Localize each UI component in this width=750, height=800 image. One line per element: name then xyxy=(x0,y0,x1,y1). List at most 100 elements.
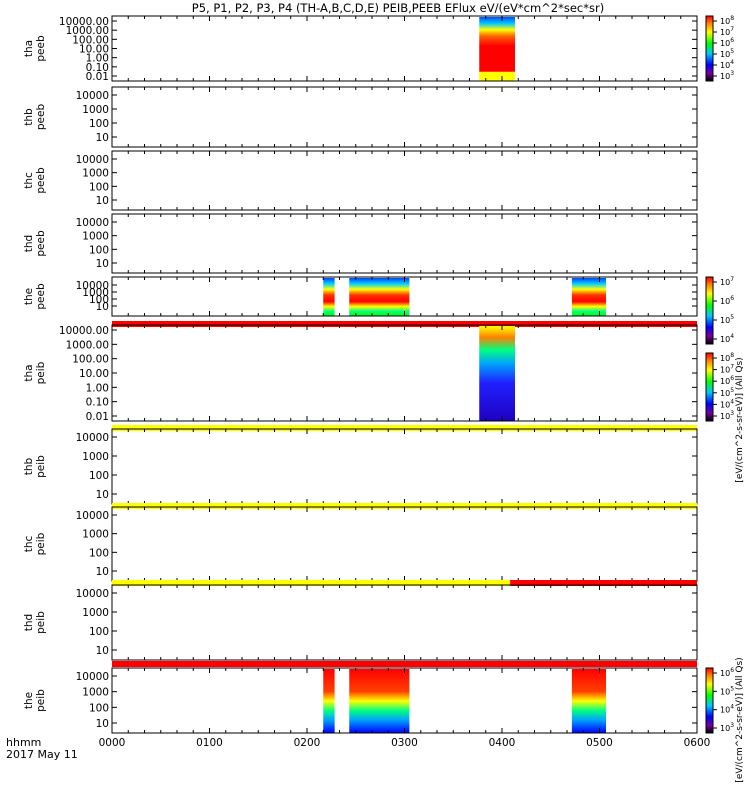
x-tick-label: 0500 xyxy=(586,737,613,749)
panel-label-probe: thc xyxy=(23,172,35,189)
panel-label-product: peeb xyxy=(35,167,47,194)
colorbar-gradient xyxy=(705,15,714,82)
panel-label-probe: thc xyxy=(23,536,35,553)
chart-title: P5, P1, P2, P3, P4 (TH-A,B,C,D,E) PEIB,P… xyxy=(192,1,604,15)
y-tick-label: 10000 xyxy=(76,154,109,166)
y-tick-label: 1.00 xyxy=(86,53,109,65)
x-tick-label: 0300 xyxy=(391,737,418,749)
panel-thb-peeb: 10000 1000 100 10 thb peeb xyxy=(23,86,698,148)
x-axis-label-hhmm: hhmm xyxy=(6,736,41,749)
spectrogram-block xyxy=(323,669,335,733)
panel-label-product: peeb xyxy=(35,104,47,131)
y-tick-label: 10 xyxy=(96,718,109,730)
y-tick-label: 10000 xyxy=(76,671,109,683)
panel-label-product: peib xyxy=(35,611,47,634)
y-tick-label: 1000 xyxy=(82,607,109,619)
y-tick-label: 10000 xyxy=(76,588,109,600)
y-tick-label: 10000 xyxy=(76,280,109,292)
quality-flag-bar xyxy=(112,580,511,586)
panel-thb-peib: 10000 1000 100 10 thb peib xyxy=(23,428,698,509)
y-tick-label: 1000 xyxy=(82,231,109,243)
spectrogram-block xyxy=(323,278,335,316)
colorbar-tick-label: 103 xyxy=(720,70,734,81)
y-tick-label: 0.01 xyxy=(86,71,109,83)
y-tick-label: 100 xyxy=(89,244,109,256)
y-tick-label: 10.00 xyxy=(79,368,109,380)
colorbar-tick-label: 105 xyxy=(720,387,734,398)
panel-label-product: peeb xyxy=(35,35,47,62)
y-tick-label: 1000 xyxy=(82,529,109,541)
y-tick-label: 1000 xyxy=(82,168,109,180)
x-tick-label: 0000 xyxy=(99,737,126,749)
colorbar-gradient xyxy=(705,667,714,734)
x-axis-label-date: 2017 May 11 xyxy=(6,748,78,761)
colorbar-tick-label: 108 xyxy=(720,352,734,363)
panel-label-product: peeb xyxy=(35,283,47,310)
spectrogram-block xyxy=(479,326,515,421)
y-tick-label: 1000 xyxy=(82,104,109,116)
x-tick-label: 0600 xyxy=(684,737,711,749)
quality-flag-bar xyxy=(112,425,697,431)
y-tick-label: 10 xyxy=(96,301,109,313)
y-tick-label: 0.10 xyxy=(86,397,109,409)
colorbar-tick-label: 106 xyxy=(720,667,734,678)
y-tick-label: 10 xyxy=(96,258,109,270)
y-tick-label: 100 xyxy=(89,626,109,638)
panel-label-probe: thb xyxy=(23,108,35,126)
panel-label-product: peib xyxy=(35,361,47,384)
y-tick-label: 10000.00 xyxy=(59,16,109,28)
y-tick-label: 100 xyxy=(89,118,109,130)
y-tick-label: 10000 xyxy=(76,217,109,229)
panel-frame xyxy=(111,506,698,582)
y-tick-label: 100 xyxy=(89,702,109,714)
y-tick-label: 10 xyxy=(96,489,109,501)
colorbar-gradient xyxy=(705,352,714,422)
y-tick-label: 1000.00 xyxy=(66,339,109,351)
panel-frame xyxy=(111,150,698,211)
colorbar-the-peib: 106 105 104 103 xyxy=(705,667,734,734)
colorbar-the-peeb: 107 106 105 104 xyxy=(705,276,734,345)
x-tick-label: 0100 xyxy=(196,737,223,749)
panel-label-probe: thd xyxy=(23,614,35,631)
colorbar-tick-label: 103 xyxy=(720,722,734,733)
y-tick-label: 10 xyxy=(96,566,109,578)
colorbar-tick-label: 105 xyxy=(720,314,734,325)
colorbar-tick-label: 104 xyxy=(720,704,734,715)
y-tick-label: 1000 xyxy=(82,451,109,463)
y-tick-label: 10000 xyxy=(76,510,109,522)
x-tick-label: 0200 xyxy=(294,737,321,749)
y-tick-label: 10000.00 xyxy=(59,325,109,337)
panel-label-product: peib xyxy=(35,689,47,712)
colorbar-tick-label: 108 xyxy=(720,15,734,26)
y-tick-label: 100.00 xyxy=(72,34,109,46)
colorbar-tick-label: 105 xyxy=(720,48,734,59)
y-tick-label: 1000.00 xyxy=(66,25,109,37)
colorbar-tick-label: 107 xyxy=(720,26,734,37)
panel-label-product: peib xyxy=(35,455,47,478)
y-tick-label: 100 xyxy=(89,181,109,193)
colorbar-tick-label: 107 xyxy=(720,364,734,375)
spectrogram-block xyxy=(349,278,410,316)
panel-label-probe: tha xyxy=(23,364,35,381)
spectrogram-block xyxy=(349,669,410,733)
y-tick-label: 100 xyxy=(89,470,109,482)
panel-frame xyxy=(111,86,698,148)
panel-tha-peib: 10000.00 1000.00 100.00 10.00 1.00 0.10 0.01 th… xyxy=(23,324,734,431)
colorbar-tick-label: 104 xyxy=(720,333,734,344)
colorbar-tick-label: 106 xyxy=(720,375,734,386)
y-tick-label: 0.01 xyxy=(86,411,109,423)
colorbar-tick-label: 104 xyxy=(720,59,734,70)
spectrogram-block xyxy=(479,17,515,81)
y-tick-label: 1000 xyxy=(82,687,109,699)
panel-label-product: peeb xyxy=(35,230,47,257)
y-tick-label: 100.00 xyxy=(72,354,109,366)
panel-the-peib: 10000 1000 100 10 the peib 106 105 104 103 xyxy=(23,667,734,734)
y-tick-label: 10000 xyxy=(76,90,109,102)
quality-flag-bar xyxy=(112,503,697,509)
y-tick-label: 1.00 xyxy=(86,382,109,394)
panel-label-probe: the xyxy=(23,692,35,709)
